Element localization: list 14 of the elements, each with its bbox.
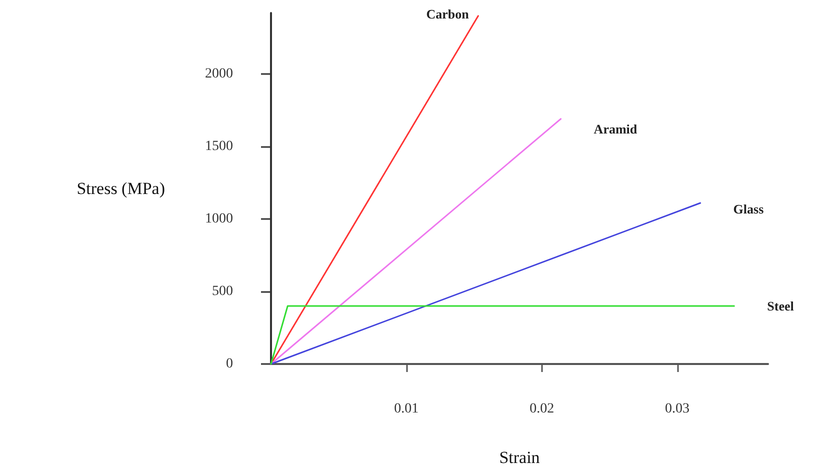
text: Aramid — [594, 121, 638, 136]
y-tick-label: 0 — [226, 356, 233, 372]
x-tick-label: 0.01 — [394, 402, 419, 416]
x-tick-label: 0.02 — [530, 402, 554, 416]
text: Glass — [733, 202, 764, 217]
y-tick-label: 500 — [212, 284, 233, 299]
y-axis-title: Stress (MPa) — [76, 179, 165, 198]
y-tick-label: 2000 — [205, 66, 233, 82]
x-tick-label: 0.03 — [665, 402, 690, 416]
series-label: Carbon — [426, 6, 470, 22]
y-tick-label: 1000 — [205, 211, 233, 226]
y-tick-label: 1500 — [205, 138, 233, 154]
x-axis-title: Strain — [499, 448, 540, 467]
text: Steel — [767, 298, 794, 314]
